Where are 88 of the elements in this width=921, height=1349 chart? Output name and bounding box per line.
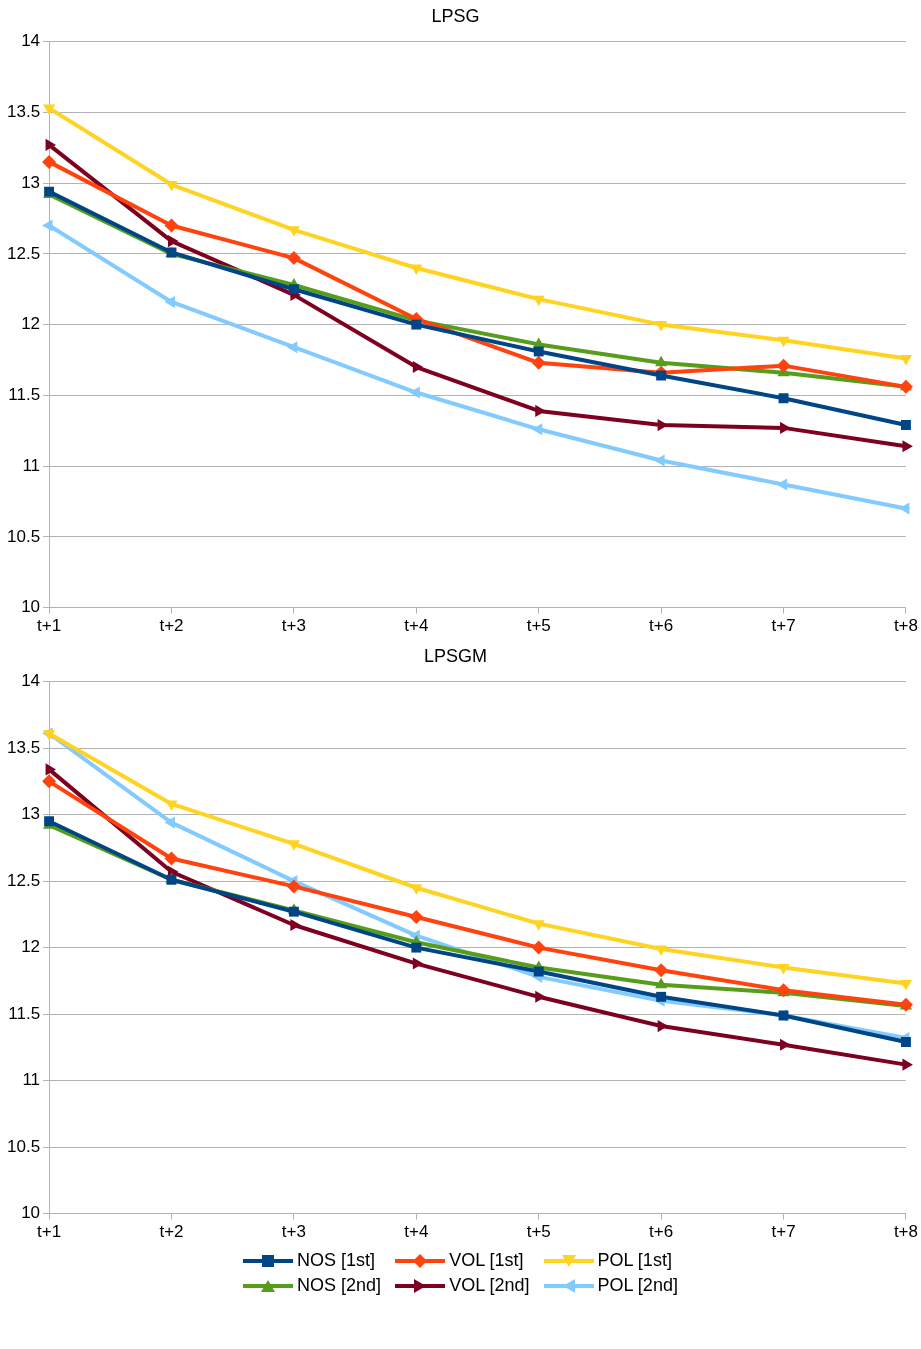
point [45, 138, 57, 151]
point [654, 963, 669, 978]
y-tick-label: 13 [21, 172, 41, 192]
point [656, 991, 667, 1002]
legend-label: VOL [2nd] [449, 1275, 530, 1296]
legend-label: NOS [1st] [297, 1250, 376, 1271]
point [409, 910, 424, 925]
point [164, 218, 179, 233]
point [286, 879, 301, 894]
legend-label: POL [2nd] [597, 1275, 678, 1296]
point [409, 386, 420, 399]
y-tick-label: 11.5 [8, 1003, 41, 1023]
point [45, 763, 57, 776]
x-tick-label: t+7 [771, 1222, 796, 1242]
point [656, 370, 667, 381]
x-tick-label: t+3 [281, 616, 306, 636]
point [410, 264, 423, 275]
legend-label: POL [1st] [597, 1250, 672, 1271]
point [168, 235, 179, 248]
point [531, 940, 546, 955]
point [42, 219, 53, 232]
y-tick-label: 11 [22, 1070, 41, 1090]
point [535, 990, 546, 1003]
point [164, 851, 179, 866]
y-tick-label: 13.5 [6, 737, 41, 757]
x-tick-label: t+1 [37, 616, 62, 636]
y-tick-label: 10.5 [6, 1136, 41, 1156]
y-tick-label: 10 [21, 1203, 41, 1223]
legend-label: VOL [1st] [449, 1250, 524, 1271]
point [533, 346, 544, 357]
chart-title: LPSGM [423, 645, 488, 666]
point [777, 336, 790, 348]
x-tick-label: t+5 [526, 1222, 551, 1242]
point [532, 295, 545, 307]
x-tick-label: t+8 [893, 616, 918, 636]
point [533, 966, 544, 977]
point [901, 1037, 911, 1047]
y-tick-label: 13 [21, 804, 41, 824]
point [42, 774, 57, 789]
point [901, 420, 911, 431]
point [288, 284, 299, 295]
point [776, 358, 791, 373]
point [42, 154, 57, 169]
y-tick-label: 11 [22, 455, 41, 475]
x-tick-label: t+5 [526, 616, 551, 636]
point [655, 945, 668, 956]
point [412, 957, 424, 970]
point [411, 319, 422, 330]
point [412, 360, 424, 374]
point [899, 355, 913, 366]
x-tick-label: t+4 [404, 1222, 429, 1242]
x-tick-label: t+2 [159, 616, 184, 636]
y-tick-label: 10 [21, 597, 41, 617]
x-tick-label: t+4 [404, 616, 429, 636]
point [411, 942, 422, 953]
point [902, 440, 913, 453]
y-tick-label: 14 [21, 31, 41, 51]
point [778, 393, 789, 404]
point [902, 1058, 913, 1071]
point [531, 423, 543, 436]
y-tick-label: 11.5 [8, 385, 41, 405]
point [287, 840, 300, 851]
legend-label: NOS [2nd] [297, 1275, 382, 1296]
y-tick-label: 12.5 [6, 243, 41, 263]
y-tick-label: 13.5 [6, 102, 41, 122]
x-tick-label: t+2 [159, 1222, 184, 1242]
point [776, 478, 788, 491]
x-tick-label: t+6 [649, 1222, 674, 1242]
point [286, 251, 301, 266]
x-tick-label: t+7 [771, 616, 796, 636]
y-tick-label: 14 [21, 671, 41, 691]
point [655, 977, 668, 989]
point [655, 321, 668, 332]
x-tick-label: t+8 [893, 1222, 918, 1242]
chart-title: LPSG [431, 5, 480, 26]
y-tick-label: 12 [21, 937, 41, 957]
x-tick-label: t+3 [281, 1222, 306, 1242]
point [655, 355, 668, 367]
y-tick-label: 10.5 [6, 526, 41, 546]
point [531, 355, 546, 370]
point [532, 920, 545, 931]
y-tick-label: 12 [21, 314, 41, 334]
x-tick-label: t+6 [649, 616, 674, 636]
point [290, 918, 301, 932]
y-tick-label: 12.5 [6, 870, 41, 890]
point [43, 104, 56, 116]
point [654, 454, 665, 467]
x-tick-label: t+1 [37, 1222, 62, 1242]
